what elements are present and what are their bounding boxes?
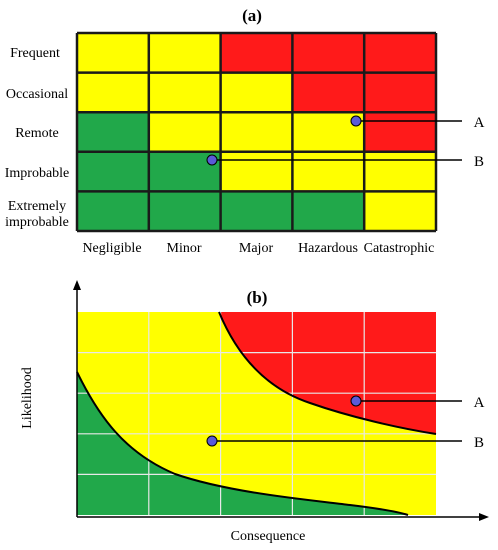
row-label-remote: Remote (15, 126, 59, 141)
marker-b (206, 154, 218, 166)
row-label-improbable-2: improbable (5, 215, 69, 230)
risk-cell (148, 72, 221, 113)
y-axis-label: Likelihood (20, 367, 35, 428)
risk-cell (148, 112, 221, 152)
panel-b-gridlines (77, 312, 436, 515)
boundary-lower (76, 371, 409, 516)
panel-a-title: (a) (242, 6, 262, 25)
risk-cell (77, 151, 149, 192)
zone-green (77, 372, 408, 515)
risk-cell (364, 33, 436, 73)
row-label-extremely: Extremely (8, 199, 66, 214)
marker-b-label: B (474, 154, 484, 170)
panel-b-axes (73, 280, 489, 521)
column-labels: Negligible Minor Major Hazardous Catastr… (82, 241, 434, 256)
row-label-frequent: Frequent (10, 46, 60, 61)
risk-cell (364, 72, 436, 113)
panel-b-marker-b: B (206, 435, 484, 451)
risk-cell (220, 191, 293, 231)
risk-cell (364, 191, 436, 231)
col-label-hazardous: Hazardous (298, 241, 358, 256)
marker-b-b-label: B (474, 435, 484, 451)
marker-b-a (350, 395, 362, 407)
boundary-upper (218, 311, 437, 435)
risk-cell (292, 72, 365, 113)
panel-b-marker-a: A (350, 395, 485, 411)
panel-b-plot (76, 311, 437, 516)
risk-cell (292, 191, 365, 231)
panel-a-marker-a: A (350, 115, 485, 131)
row-label-improbable: Improbable (5, 166, 70, 181)
risk-cell (292, 33, 365, 73)
risk-cell (292, 151, 365, 192)
marker-a (350, 115, 362, 127)
risk-cell (148, 191, 221, 231)
col-label-negligible: Negligible (82, 241, 141, 256)
risk-cell (77, 72, 149, 113)
row-label-occasional: Occasional (6, 87, 68, 102)
col-label-catastrophic: Catastrophic (364, 241, 435, 256)
x-axis-label: Consequence (231, 529, 306, 544)
risk-cell (220, 112, 293, 152)
marker-a-label: A (474, 115, 485, 131)
row-labels: Frequent Occasional Remote Improbable Ex… (5, 46, 70, 230)
panel-a-marker-b: B (206, 154, 484, 170)
risk-cell (220, 33, 293, 73)
marker-b-a-label: A (474, 395, 485, 411)
risk-cell (77, 33, 149, 73)
col-label-major: Major (239, 241, 274, 256)
risk-matrix-grid (75, 31, 438, 233)
y-axis-arrow-icon (73, 280, 81, 290)
risk-cell (148, 33, 221, 73)
risk-cell (77, 191, 149, 231)
risk-cell (364, 151, 436, 192)
zone-red (219, 312, 436, 434)
x-axis-arrow-icon (479, 513, 489, 521)
risk-cell (77, 112, 149, 152)
risk-cell (220, 72, 293, 113)
panel-b-title: (b) (247, 288, 268, 307)
col-label-minor: Minor (167, 241, 202, 256)
marker-b-b (206, 435, 218, 447)
risk-cell (364, 112, 436, 152)
risk-cell (220, 151, 293, 192)
